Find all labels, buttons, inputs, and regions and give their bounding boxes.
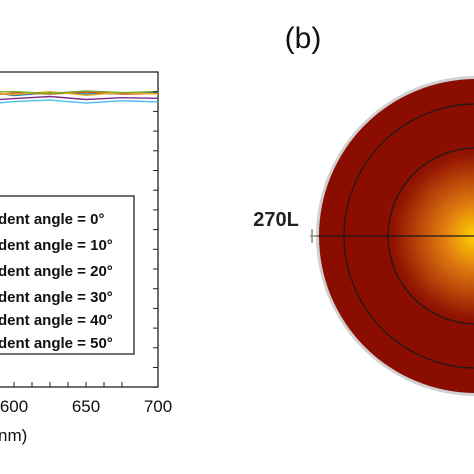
x-tick-label-600: 600	[0, 397, 28, 416]
legend-entry-0: dent angle = 0°	[0, 211, 104, 228]
polar-label-270l: 270L	[253, 209, 299, 231]
legend-entry-1: dent angle = 10°	[0, 237, 113, 254]
x-tick-label-650: 650	[72, 397, 100, 416]
x-axis-label: nm)	[0, 426, 27, 445]
hotspot	[381, 141, 474, 331]
tick-layer	[13, 71, 158, 388]
panel-b: (b) 270L	[253, 22, 474, 396]
series-layer	[0, 90, 159, 104]
series-line-0	[0, 91, 159, 97]
legend-box	[0, 195, 135, 355]
series-line-1	[0, 91, 159, 96]
legend-entry-2: dent angle = 20°	[0, 263, 113, 280]
series-line-3	[0, 95, 159, 101]
x-tick-label-700: 700	[144, 397, 172, 416]
legend-entry-4: dent angle = 40°	[0, 312, 113, 329]
series-line-4	[0, 90, 159, 95]
panel-label-b: (b)	[285, 22, 322, 55]
legend-entry-5: dent angle = 50°	[0, 335, 113, 352]
panel-a: dent angle = 0° dent angle = 10° dent an…	[0, 71, 172, 445]
legend-entry-3: dent angle = 30°	[0, 289, 113, 306]
series-line-2	[0, 90, 159, 97]
series-line-5	[0, 99, 159, 104]
